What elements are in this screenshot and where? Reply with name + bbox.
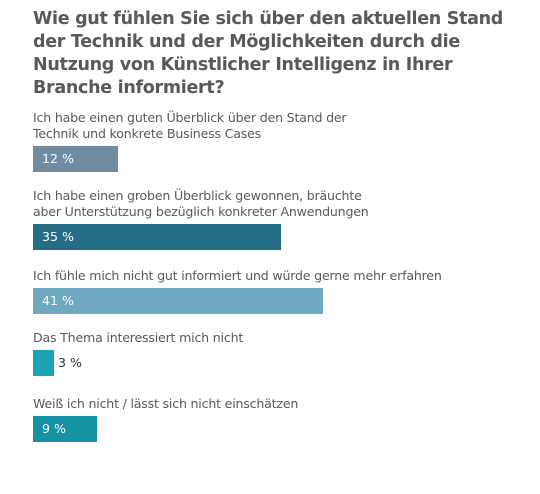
- value-label: 12 %: [42, 151, 74, 166]
- bar-track: 41 %: [33, 288, 533, 314]
- category-label: Ich habe einen groben Überblick gewonnen…: [33, 188, 369, 219]
- category-label: Das Thema interessiert mich nicht: [33, 330, 244, 345]
- bar-row: Das Thema interessiert mich nicht 3 %: [33, 330, 533, 376]
- chart-title: Wie gut fühlen Sie sich über den aktuell…: [33, 9, 504, 98]
- bar-row: Ich habe einen groben Überblick gewonnen…: [33, 188, 533, 250]
- bar: [33, 146, 118, 172]
- category-label: Ich fühle mich nicht gut informiert und …: [33, 268, 442, 283]
- bar: [33, 416, 97, 442]
- bar: [33, 224, 281, 250]
- bar-row: Ich fühle mich nicht gut informiert und …: [33, 268, 533, 314]
- bar: [33, 288, 323, 314]
- bar-track: 9 %: [33, 416, 533, 442]
- value-label: 41 %: [42, 293, 74, 308]
- bar-track: 35 %: [33, 224, 533, 250]
- value-label: 35 %: [42, 229, 74, 244]
- bar: [33, 350, 54, 376]
- category-label: Ich habe einen guten Überblick über den …: [33, 110, 347, 141]
- category-label: Weiß ich nicht / lässt sich nicht einsch…: [33, 396, 299, 411]
- bar-row: Weiß ich nicht / lässt sich nicht einsch…: [33, 396, 533, 442]
- value-label: 9 %: [42, 421, 66, 436]
- bar-track: 12 %: [33, 146, 533, 172]
- bar-track: 3 %: [33, 350, 533, 376]
- bar-row: Ich habe einen guten Überblick über den …: [33, 110, 533, 172]
- value-label: 3 %: [58, 355, 82, 370]
